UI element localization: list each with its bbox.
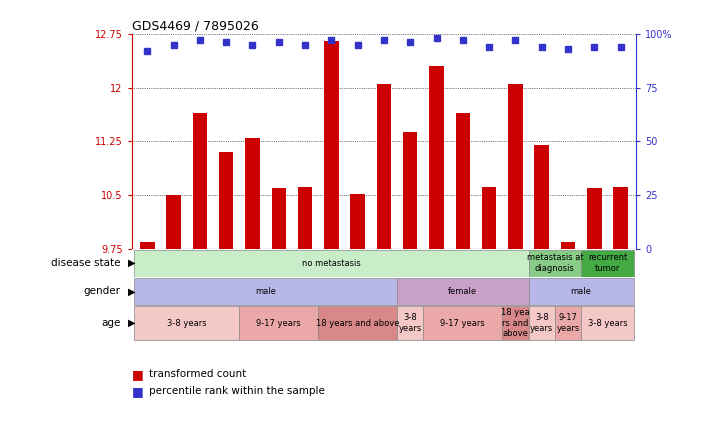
Text: 3-8
years: 3-8 years bbox=[530, 313, 553, 333]
Bar bbox=[324, 41, 338, 249]
Bar bbox=[456, 113, 470, 249]
Bar bbox=[482, 187, 496, 249]
Text: disease state: disease state bbox=[51, 258, 121, 268]
Bar bbox=[581, 306, 634, 340]
Text: ■: ■ bbox=[132, 368, 144, 381]
Bar bbox=[134, 250, 528, 277]
Bar bbox=[535, 145, 549, 249]
Bar bbox=[581, 250, 634, 277]
Bar bbox=[140, 242, 154, 249]
Text: gender: gender bbox=[84, 286, 121, 297]
Bar bbox=[502, 306, 528, 340]
Bar bbox=[134, 306, 240, 340]
Bar bbox=[561, 242, 575, 249]
Text: 3-8 years: 3-8 years bbox=[167, 319, 207, 327]
Bar bbox=[555, 306, 581, 340]
Bar bbox=[240, 306, 319, 340]
Text: 9-17 years: 9-17 years bbox=[440, 319, 485, 327]
Bar bbox=[587, 188, 602, 249]
Bar bbox=[351, 194, 365, 249]
Bar bbox=[528, 278, 634, 305]
Bar bbox=[377, 84, 391, 249]
Text: no metastasis: no metastasis bbox=[302, 259, 360, 268]
Text: transformed count: transformed count bbox=[149, 369, 247, 379]
Bar bbox=[528, 306, 555, 340]
Text: age: age bbox=[102, 318, 121, 328]
Bar bbox=[528, 250, 581, 277]
Bar bbox=[219, 152, 233, 249]
Bar bbox=[397, 278, 528, 305]
Text: percentile rank within the sample: percentile rank within the sample bbox=[149, 386, 325, 396]
Bar bbox=[423, 306, 502, 340]
Text: 9-17 years: 9-17 years bbox=[257, 319, 301, 327]
Text: ■: ■ bbox=[132, 385, 144, 398]
Text: ▶: ▶ bbox=[128, 258, 136, 268]
Bar bbox=[319, 306, 397, 340]
Bar bbox=[397, 306, 423, 340]
Bar bbox=[429, 66, 444, 249]
Text: 18 years and above: 18 years and above bbox=[316, 319, 400, 327]
Text: male: male bbox=[571, 287, 592, 296]
Text: recurrent
tumor: recurrent tumor bbox=[588, 253, 627, 273]
Text: female: female bbox=[448, 287, 477, 296]
Bar bbox=[272, 188, 286, 249]
Bar bbox=[134, 278, 397, 305]
Bar bbox=[193, 113, 207, 249]
Text: 3-8 years: 3-8 years bbox=[587, 319, 627, 327]
Text: ▶: ▶ bbox=[128, 286, 136, 297]
Bar bbox=[166, 195, 181, 249]
Text: GDS4469 / 7895026: GDS4469 / 7895026 bbox=[132, 20, 258, 33]
Text: 18 yea
rs and
above: 18 yea rs and above bbox=[501, 308, 530, 338]
Text: 9-17
years: 9-17 years bbox=[557, 313, 579, 333]
Text: ▶: ▶ bbox=[128, 318, 136, 328]
Bar bbox=[245, 138, 260, 249]
Bar bbox=[508, 84, 523, 249]
Text: male: male bbox=[255, 287, 276, 296]
Bar bbox=[403, 132, 417, 249]
Bar bbox=[614, 187, 628, 249]
Text: metastasis at
diagnosis: metastasis at diagnosis bbox=[527, 253, 583, 273]
Text: 3-8
years: 3-8 years bbox=[399, 313, 422, 333]
Bar bbox=[298, 187, 312, 249]
